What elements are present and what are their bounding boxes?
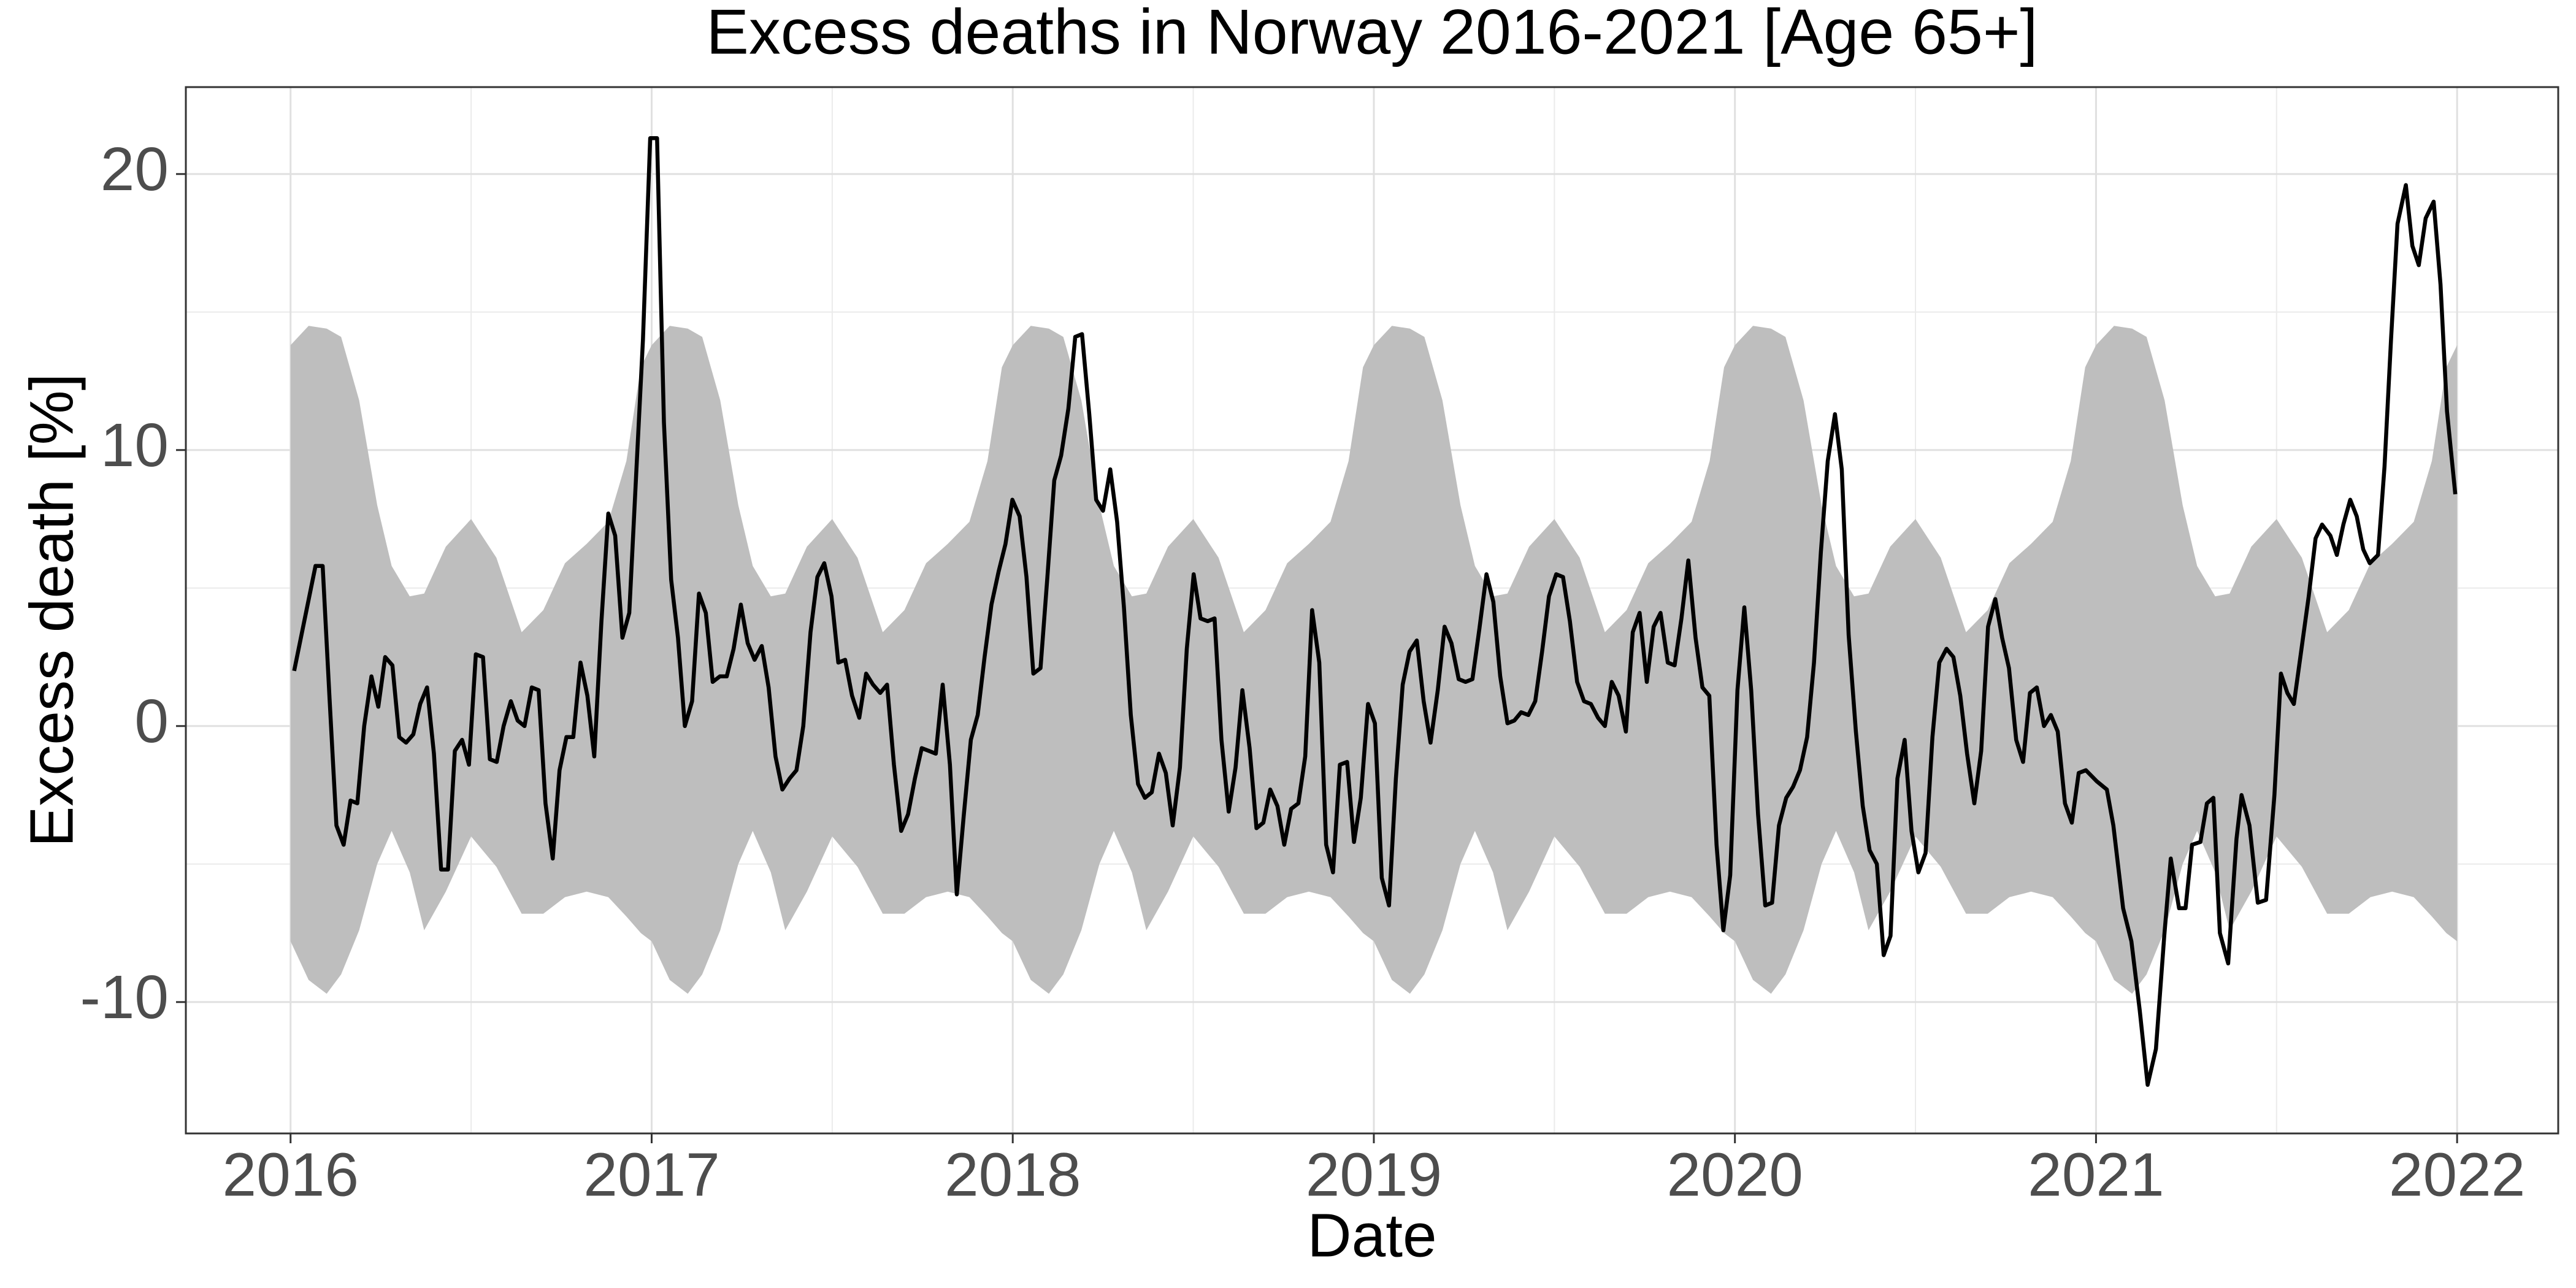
- y-tick-label: -10: [80, 963, 169, 1032]
- y-tick-label: 20: [101, 135, 169, 204]
- x-tick-label: 2016: [222, 1140, 358, 1209]
- x-tick-label: 2019: [1306, 1140, 1442, 1209]
- x-tick-label: 2022: [2389, 1140, 2525, 1209]
- y-tick-label: 10: [101, 411, 169, 480]
- plot-area: [290, 136, 2458, 1087]
- chart-title: Excess deaths in Norway 2016-2021 [Age 6…: [707, 0, 2038, 67]
- axes: -10 0 10 20 2016 2017 2018 2019 2020 2021 2022: [80, 135, 2525, 1209]
- expected-range-band: [290, 326, 2458, 994]
- panel-border: [185, 86, 2559, 1135]
- x-tick-label: 2017: [583, 1140, 719, 1209]
- x-axis-title: Date: [1307, 1201, 1436, 1270]
- x-tick-label: 2018: [945, 1140, 1081, 1209]
- x-tick-label: 2021: [2028, 1140, 2164, 1209]
- line-series: [292, 136, 2458, 1087]
- x-tick-label: 2020: [1666, 1140, 1803, 1209]
- y-tick-label: 0: [134, 687, 169, 756]
- y-axis-title: Excess death [%]: [17, 374, 86, 848]
